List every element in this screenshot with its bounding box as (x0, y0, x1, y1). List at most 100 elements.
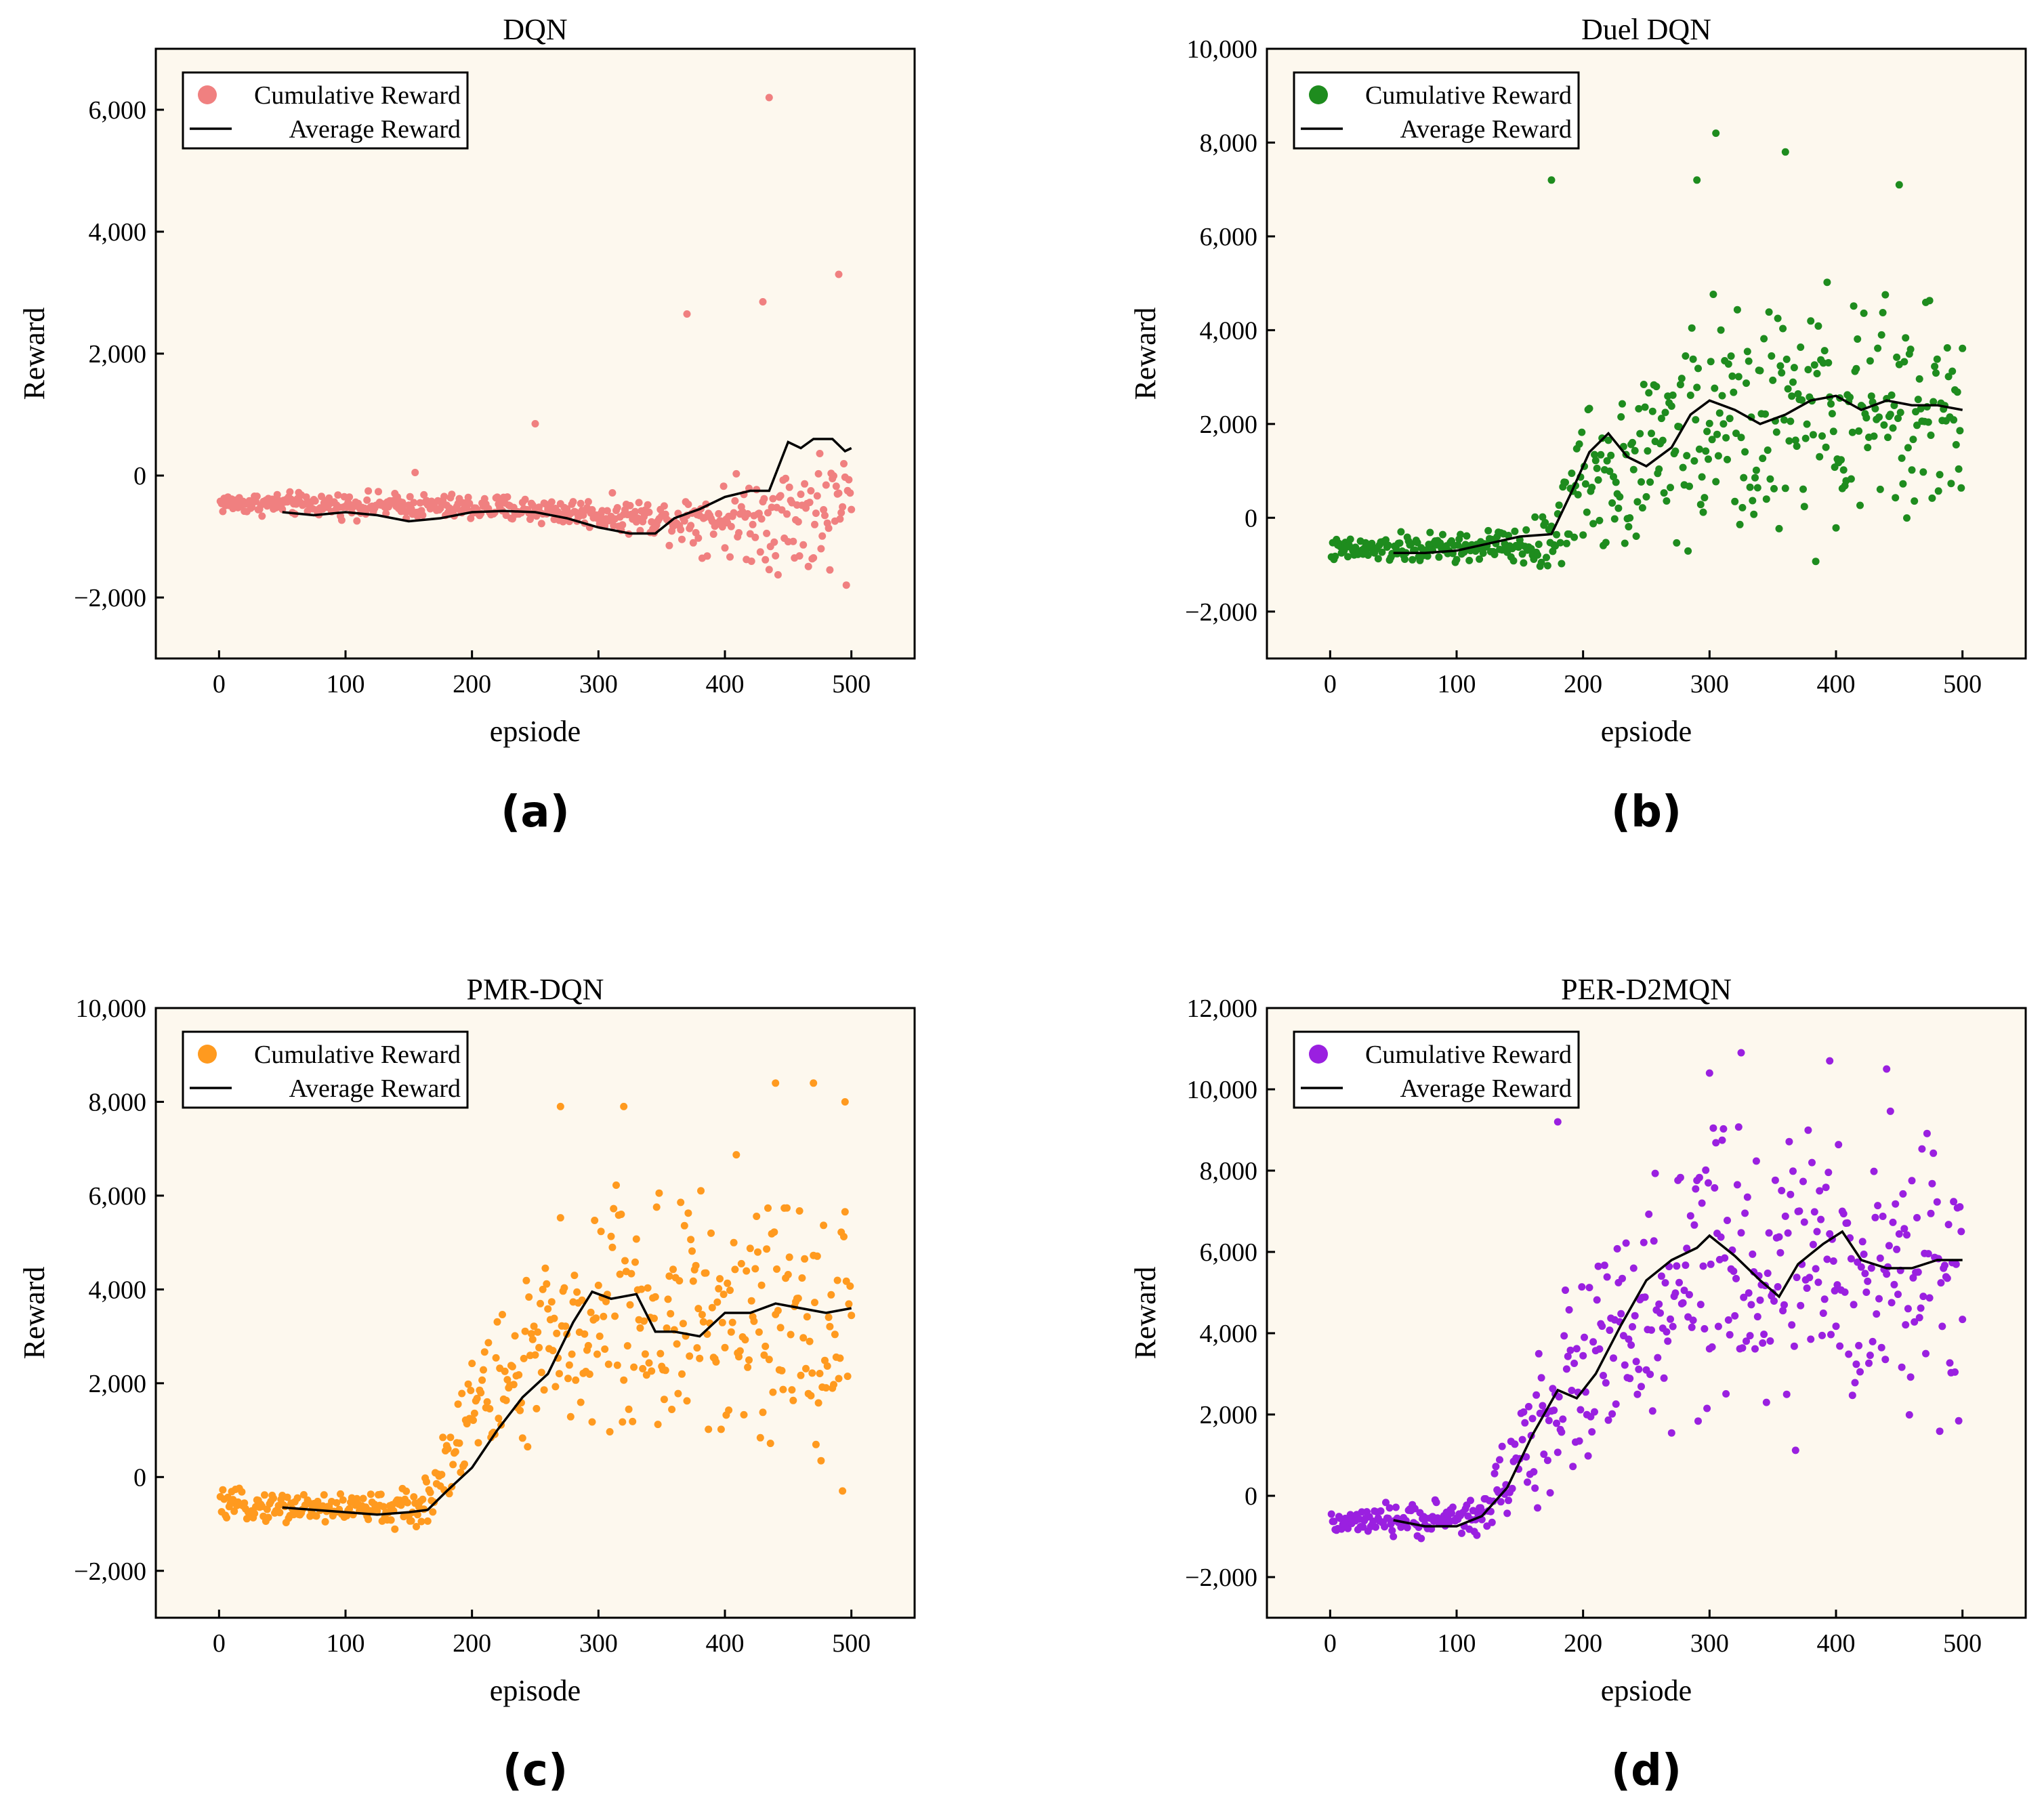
scatter-point (1807, 1335, 1815, 1343)
panel-b-average-line (1393, 394, 1963, 554)
scatter-point (1553, 1448, 1562, 1457)
scatter-point (1927, 432, 1935, 439)
scatter-point (1413, 539, 1421, 547)
scatter-point (794, 518, 802, 526)
scatter-point (1784, 385, 1792, 393)
scatter-point (1663, 1328, 1671, 1336)
scatter-point (509, 1381, 518, 1389)
scatter-point (1870, 1167, 1878, 1175)
x-tick-label: 0 (213, 670, 226, 698)
panel-a-legend: Cumulative Reward Average Reward (182, 71, 469, 150)
scatter-point (1484, 526, 1493, 535)
scatter-point (495, 1415, 503, 1423)
panel-c-scatter (216, 1079, 856, 1533)
scatter-point (1957, 1228, 1965, 1236)
scatter-point (1627, 1341, 1635, 1349)
scatter-point (1392, 1503, 1400, 1511)
scatter-point (1861, 1270, 1869, 1278)
scatter-point (1927, 1209, 1935, 1217)
scatter-point (1947, 480, 1955, 488)
scatter-point (1688, 1323, 1696, 1331)
scatter-point (1915, 1314, 1923, 1322)
scatter-point (1524, 1478, 1531, 1486)
scatter-point (1866, 357, 1874, 365)
scatter-point (1558, 560, 1566, 568)
scatter-point (1812, 1265, 1820, 1273)
scatter-point (377, 1490, 385, 1499)
scatter-point (1638, 504, 1646, 512)
scatter-point (1776, 362, 1785, 370)
scatter-point (283, 1493, 291, 1501)
scatter-point (1923, 1129, 1931, 1137)
scatter-point (550, 1314, 558, 1322)
x-tick-label: 400 (1817, 670, 1856, 698)
scatter-point (1550, 1406, 1558, 1415)
scatter-point (1893, 353, 1901, 361)
scatter-point (668, 1406, 676, 1413)
scatter-point (1610, 515, 1619, 523)
scatter-point (1917, 404, 1925, 413)
legend-label-average: Average Reward (1400, 115, 1572, 144)
panel-a-caption: (a) (501, 787, 570, 837)
scatter-point (588, 1418, 596, 1426)
scatter-point (1812, 558, 1820, 566)
scatter-point (1688, 324, 1696, 332)
scatter-point (1764, 1270, 1772, 1277)
scatter-point (1390, 1532, 1398, 1541)
scatter-point (1761, 410, 1769, 418)
scatter-point (1701, 1325, 1709, 1333)
scatter-point (1368, 539, 1376, 547)
y-tick-label: 6,000 (89, 1182, 147, 1211)
scatter-point (1893, 1245, 1901, 1253)
scatter-point (762, 556, 770, 564)
scatter-point (413, 1523, 420, 1530)
scatter-point (795, 1207, 804, 1215)
scatter-point (617, 1211, 625, 1218)
scatter-point (1787, 417, 1795, 425)
scatter-point (1829, 1257, 1837, 1265)
scatter-point (629, 1417, 637, 1425)
scatter-point (1785, 1137, 1793, 1146)
scatter-point (1574, 490, 1582, 499)
scatter-point (1860, 1251, 1868, 1258)
scatter-point (759, 1408, 767, 1417)
x-tick-label: 300 (579, 670, 618, 698)
scatter-point (813, 1252, 821, 1260)
scatter-point (1683, 452, 1691, 460)
scatter-point (731, 497, 739, 505)
scatter-point (1607, 451, 1615, 459)
scatter-point (764, 1204, 772, 1212)
scatter-point (1570, 1360, 1579, 1367)
scatter-point (1671, 1289, 1680, 1297)
scatter-point (1944, 1221, 1953, 1229)
scatter-point (1850, 302, 1858, 310)
scatter-point (689, 1277, 697, 1285)
panel-a-title: DQN (503, 13, 567, 46)
scatter-point (581, 1330, 589, 1338)
scatter-point (1900, 1225, 1909, 1233)
scatter-point (1680, 1286, 1688, 1295)
scatter-point (1382, 1499, 1390, 1507)
scatter-point (1562, 539, 1570, 547)
scatter-point (1659, 436, 1667, 444)
scatter-point (1591, 1408, 1598, 1416)
scatter-point (608, 489, 617, 497)
scatter-point (1850, 1301, 1858, 1309)
panel-c: PMR-DQN 0 100 200 300 400 500 −2,000 0 2,000 4,00… (18, 973, 916, 1796)
scatter-point (1597, 450, 1605, 459)
scatter-point (562, 1322, 570, 1330)
scatter-point (773, 1265, 780, 1273)
scatter-point (1765, 308, 1773, 316)
scatter-point (1895, 1230, 1903, 1238)
scatter-point (687, 1236, 695, 1244)
scatter-point (568, 1350, 576, 1358)
scatter-point (1559, 1415, 1567, 1423)
scatter-point (665, 541, 673, 549)
scatter-point (1819, 1309, 1827, 1317)
scatter-point (1724, 1217, 1731, 1224)
scatter-point (1906, 1373, 1915, 1381)
legend-marker-cumulative (1309, 1045, 1328, 1064)
scatter-point (537, 1368, 545, 1377)
scatter-point (1913, 1214, 1921, 1221)
